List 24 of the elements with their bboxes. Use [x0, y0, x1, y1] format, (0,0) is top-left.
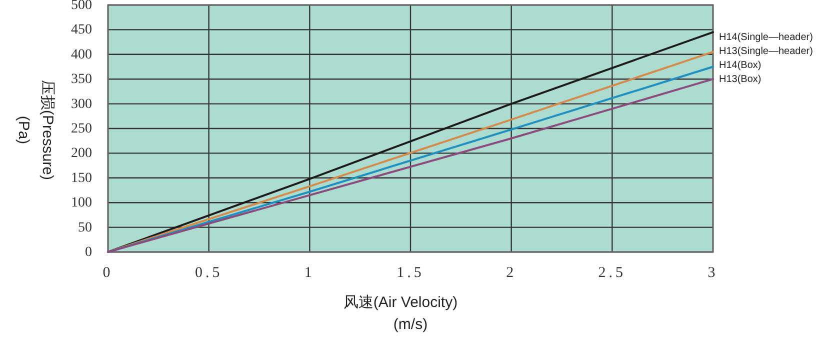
y-tick-label: 0	[85, 245, 92, 260]
x-tick-label: 2.5	[598, 265, 626, 281]
y-tick-label: 200	[71, 146, 92, 162]
y-tick-label: 350	[71, 72, 92, 88]
y-tick-label: 250	[71, 122, 92, 136]
x-tick-label: 3	[708, 265, 718, 281]
x-tick-label: 2	[506, 265, 517, 281]
series-label: H13(Box)	[719, 74, 762, 85]
x-axis-title: 风速(Air Velocity) (m/s)	[343, 294, 458, 333]
y-tick-label: 300	[71, 96, 92, 112]
series-label: H13(Single—header)	[719, 46, 813, 57]
x-tick-label: 0.5	[194, 265, 223, 281]
x-tick-label: 1	[304, 265, 315, 281]
series-label: H14(Box)	[719, 60, 762, 71]
y-tick-label: 50	[78, 220, 92, 236]
y-tick-label: 150	[71, 170, 92, 186]
x-tick-label: 0	[102, 265, 114, 281]
y-tick-label: 450	[71, 22, 92, 38]
y-tick-label: 400	[71, 47, 92, 62]
y-tick-label: 500	[71, 0, 92, 13]
x-tick-label: 1.5	[396, 265, 424, 281]
y-axis-title: 压损(Pressure) (Pa)	[15, 80, 56, 180]
series-label: H14(Single—header)	[719, 32, 813, 43]
y-tick-label: 100	[71, 196, 92, 211]
